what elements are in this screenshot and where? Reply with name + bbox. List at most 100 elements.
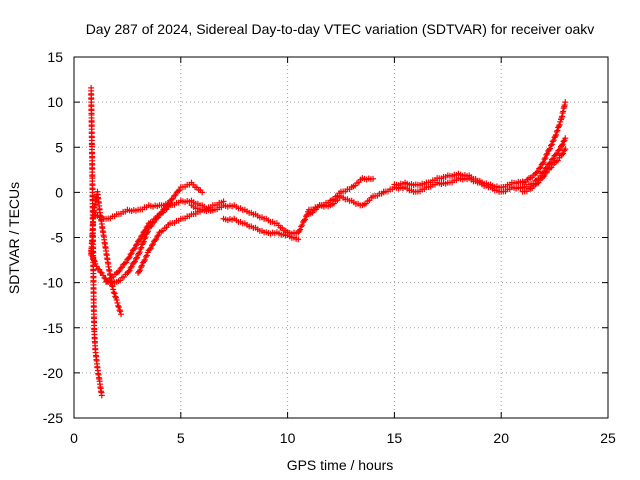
data-point xyxy=(544,150,551,157)
data-point xyxy=(121,260,128,267)
data-point xyxy=(543,168,550,175)
data-point xyxy=(116,267,123,274)
data-point xyxy=(127,264,134,271)
data-point xyxy=(135,250,142,257)
data-point xyxy=(176,187,183,194)
x-tick-label: 0 xyxy=(70,430,78,446)
data-point xyxy=(128,263,135,270)
data-point xyxy=(542,170,549,177)
y-axis-label: SDTVAR / TECUs xyxy=(6,182,22,294)
data-point xyxy=(554,150,561,157)
data-point xyxy=(550,137,557,144)
data-point xyxy=(137,245,144,252)
data-point xyxy=(88,250,95,257)
data-point xyxy=(126,254,133,261)
data-point xyxy=(140,240,147,247)
data-point xyxy=(140,238,147,245)
data-point xyxy=(297,226,304,233)
data-point xyxy=(117,311,124,318)
y-tick-label: 5 xyxy=(55,139,63,155)
data-point xyxy=(125,255,132,262)
data-point xyxy=(136,249,143,256)
data-point xyxy=(142,253,149,260)
data-point xyxy=(533,169,540,176)
data-point xyxy=(142,227,149,234)
data-point xyxy=(117,308,124,315)
data-point xyxy=(534,168,541,175)
data-point xyxy=(131,258,138,265)
y-tick-label: -5 xyxy=(51,230,64,246)
data-point xyxy=(141,228,148,235)
data-point xyxy=(539,160,546,167)
data-point xyxy=(143,224,150,231)
data-point xyxy=(555,147,562,154)
data-point xyxy=(542,154,549,161)
data-point xyxy=(370,175,377,182)
chart-title: Day 287 of 2024, Sidereal Day-to-day VTE… xyxy=(86,21,595,37)
data-point xyxy=(137,264,144,271)
data-point xyxy=(155,232,162,239)
data-point xyxy=(555,123,562,130)
data-point xyxy=(126,267,133,274)
data-point xyxy=(154,233,161,240)
data-point xyxy=(88,247,95,254)
data-point xyxy=(139,232,146,239)
y-tick-label: 10 xyxy=(47,94,63,110)
data-point xyxy=(140,258,147,265)
grid xyxy=(74,57,608,418)
data-point xyxy=(168,196,175,203)
data-point xyxy=(559,151,566,158)
y-tick-label: -25 xyxy=(43,410,63,426)
data-point xyxy=(171,192,178,199)
data-point xyxy=(560,150,567,157)
data-point xyxy=(167,200,174,207)
data-point xyxy=(137,236,144,243)
data-point xyxy=(119,264,126,271)
data-point xyxy=(101,274,108,281)
data-point xyxy=(560,138,567,145)
data-point xyxy=(116,307,123,314)
axis-ticks: 0 5 10 15 20 25 15 10 5 0 -5 -10 -15 -20 -25 xyxy=(43,49,616,446)
data-point xyxy=(125,268,132,275)
data-point xyxy=(552,151,559,158)
x-tick-label: 25 xyxy=(600,430,616,446)
x-tick-label: 15 xyxy=(387,430,403,446)
data-point xyxy=(296,227,303,234)
y-tick-label: -10 xyxy=(43,275,63,291)
data-point xyxy=(115,302,122,309)
x-axis-label: GPS time / hours xyxy=(287,457,394,473)
data-point xyxy=(90,254,97,261)
data-point xyxy=(98,392,105,399)
data-point xyxy=(153,236,160,243)
data-point xyxy=(127,251,134,258)
y-tick-label: -15 xyxy=(43,320,63,336)
data-point xyxy=(142,234,149,241)
x-tick-label: 10 xyxy=(280,430,296,446)
data-point xyxy=(548,141,555,148)
data-point xyxy=(136,268,143,275)
data-point xyxy=(132,242,139,249)
y-tick-label: 15 xyxy=(47,49,63,65)
data-point xyxy=(136,237,143,244)
data-point xyxy=(552,133,559,140)
data-point xyxy=(134,254,141,261)
data-point xyxy=(128,250,135,257)
data-point xyxy=(97,269,104,276)
data-point xyxy=(90,257,97,264)
data-point xyxy=(130,246,137,253)
x-tick-label: 5 xyxy=(177,430,185,446)
data-point xyxy=(546,146,553,153)
data-point xyxy=(547,145,554,152)
data-point xyxy=(110,286,117,293)
data-point xyxy=(299,222,306,229)
y-tick-label: -20 xyxy=(43,365,63,381)
data-point xyxy=(148,242,155,249)
data-point xyxy=(137,267,144,274)
data-point xyxy=(554,127,561,134)
data-point xyxy=(115,268,122,275)
data-point xyxy=(146,246,153,253)
data-point xyxy=(89,253,96,260)
data-point xyxy=(169,195,176,202)
data-point xyxy=(562,135,569,142)
